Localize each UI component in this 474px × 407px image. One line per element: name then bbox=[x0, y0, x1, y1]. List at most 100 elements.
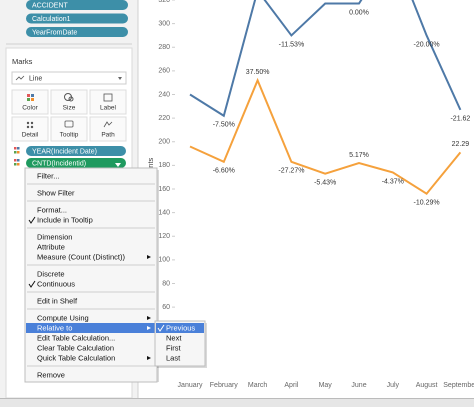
mark-button-label: Size bbox=[63, 105, 76, 112]
menu-item[interactable]: Attribute bbox=[37, 242, 65, 251]
shelf-pill-label: YearFromDate bbox=[32, 29, 77, 36]
color-icon bbox=[31, 94, 34, 97]
submenu-item[interactable]: Next bbox=[166, 333, 182, 342]
menu-item[interactable]: Discrete bbox=[37, 269, 65, 278]
mark-button-label: Label bbox=[100, 105, 116, 112]
x-tick-label: July bbox=[387, 382, 400, 389]
shelf-pill-label: Calculation1 bbox=[32, 16, 71, 23]
mark-button-label: Tooltip bbox=[60, 132, 79, 139]
y-tick-label: 180 bbox=[158, 162, 170, 169]
x-tick-label: June bbox=[351, 382, 366, 389]
data-label: -6.60% bbox=[213, 168, 235, 175]
menu-item[interactable]: Include in Tooltip bbox=[37, 215, 93, 224]
menu-item[interactable]: Edit Table Calculation... bbox=[37, 333, 115, 342]
mark-button[interactable] bbox=[89, 116, 127, 142]
data-label: 0.00% bbox=[349, 9, 369, 16]
mark-button-label: Path bbox=[101, 132, 115, 139]
pill-icon bbox=[17, 163, 20, 166]
size-icon bbox=[68, 96, 74, 102]
detail-icon bbox=[26, 125, 30, 129]
menu-item[interactable]: Relative to bbox=[37, 323, 72, 332]
x-tick-label: September bbox=[443, 382, 474, 389]
menu-item[interactable]: Dimension bbox=[37, 232, 72, 241]
y-tick-label: 280 bbox=[158, 44, 170, 51]
data-label: -21.62 bbox=[450, 116, 470, 123]
data-label: 22.29 bbox=[452, 141, 470, 148]
marks-pill-label: CNTD(Incidentid) bbox=[32, 160, 86, 167]
y-tick-label: 300 bbox=[158, 20, 170, 27]
y-tick-label: 320 bbox=[158, 0, 170, 4]
data-label: -10.29% bbox=[414, 200, 440, 207]
menu-item[interactable]: Clear Table Calculation bbox=[37, 343, 114, 352]
pill-icon bbox=[14, 159, 17, 162]
y-tick-label: 160 bbox=[158, 186, 170, 193]
marks-pill-label: YEAR(Incident Date) bbox=[32, 148, 97, 155]
x-tick-label: February bbox=[210, 382, 239, 389]
x-tick-label: January bbox=[178, 382, 203, 389]
pill-icon bbox=[14, 147, 17, 150]
mark-button-label: Detail bbox=[22, 132, 39, 139]
submenu-arrow bbox=[147, 326, 151, 330]
check-mark bbox=[28, 216, 36, 224]
pill-icon bbox=[17, 151, 20, 154]
submenu-arrow bbox=[147, 356, 151, 360]
x-tick-label: April bbox=[284, 382, 298, 389]
menu-item[interactable]: Compute Using bbox=[37, 313, 89, 322]
check-mark bbox=[28, 280, 36, 288]
pill-icon bbox=[17, 159, 20, 162]
sheet-tabs bbox=[0, 398, 474, 407]
shelf-pill[interactable] bbox=[26, 27, 128, 37]
menu-item[interactable]: Remove bbox=[37, 370, 65, 379]
shelf-pill[interactable] bbox=[26, 0, 128, 10]
series-line bbox=[189, 77, 462, 196]
detail-icon bbox=[30, 125, 34, 129]
data-label: -20.00% bbox=[414, 41, 440, 48]
mark-button-label: Color bbox=[22, 105, 38, 112]
menu-item[interactable]: Continuous bbox=[37, 279, 75, 288]
color-icon bbox=[27, 98, 30, 101]
menu-item[interactable]: Quick Table Calculation bbox=[37, 353, 115, 362]
marks-title: Marks bbox=[12, 57, 33, 66]
data-label: -4.37% bbox=[382, 178, 404, 185]
data-label: -7.50% bbox=[213, 122, 235, 129]
menu-highlight bbox=[26, 323, 156, 333]
line-icon bbox=[15, 75, 25, 81]
menu-item[interactable]: Show Filter bbox=[37, 188, 75, 197]
pill-menu-arrow bbox=[115, 163, 121, 167]
menu-item[interactable]: Measure (Count (Distinct)) bbox=[37, 252, 125, 261]
y-tick-label: 80 bbox=[162, 280, 170, 287]
submenu-item[interactable]: First bbox=[166, 343, 181, 352]
dropdown-arrow bbox=[118, 77, 122, 80]
check-mark bbox=[157, 324, 165, 332]
path-icon bbox=[103, 121, 113, 128]
menu-item[interactable]: Edit in Shelf bbox=[37, 296, 78, 305]
mark-button[interactable] bbox=[11, 116, 49, 142]
data-label: 5.17% bbox=[349, 152, 369, 159]
mark-button[interactable] bbox=[11, 89, 49, 115]
y-tick-label: 240 bbox=[158, 91, 170, 98]
mark-type-label: Line bbox=[29, 75, 42, 82]
submenu-item[interactable]: Last bbox=[166, 353, 181, 362]
series-line bbox=[189, 0, 462, 118]
marks-pill[interactable] bbox=[26, 158, 126, 168]
mark-type-dropdown[interactable] bbox=[11, 71, 127, 85]
y-tick-label: 260 bbox=[158, 68, 170, 75]
data-label: -11.53% bbox=[279, 41, 305, 48]
data-label: -5.43% bbox=[314, 179, 336, 186]
x-tick-label: August bbox=[416, 382, 438, 389]
marks-pill[interactable] bbox=[26, 146, 126, 156]
y-tick-label: 60 bbox=[162, 304, 170, 311]
pill-icon bbox=[14, 163, 17, 166]
shelf-pill[interactable] bbox=[26, 13, 128, 24]
tabs-border bbox=[0, 398, 474, 399]
color-icon bbox=[31, 98, 34, 101]
pill-icon bbox=[14, 151, 17, 154]
detail-icon bbox=[26, 121, 30, 125]
menu-item[interactable]: Format... bbox=[37, 205, 67, 214]
menu-item[interactable]: Filter... bbox=[37, 171, 60, 180]
color-icon bbox=[27, 94, 30, 97]
y-tick-label: 140 bbox=[158, 209, 170, 216]
submenu-item[interactable]: Previous bbox=[166, 323, 195, 332]
submenu-arrow bbox=[147, 255, 151, 259]
